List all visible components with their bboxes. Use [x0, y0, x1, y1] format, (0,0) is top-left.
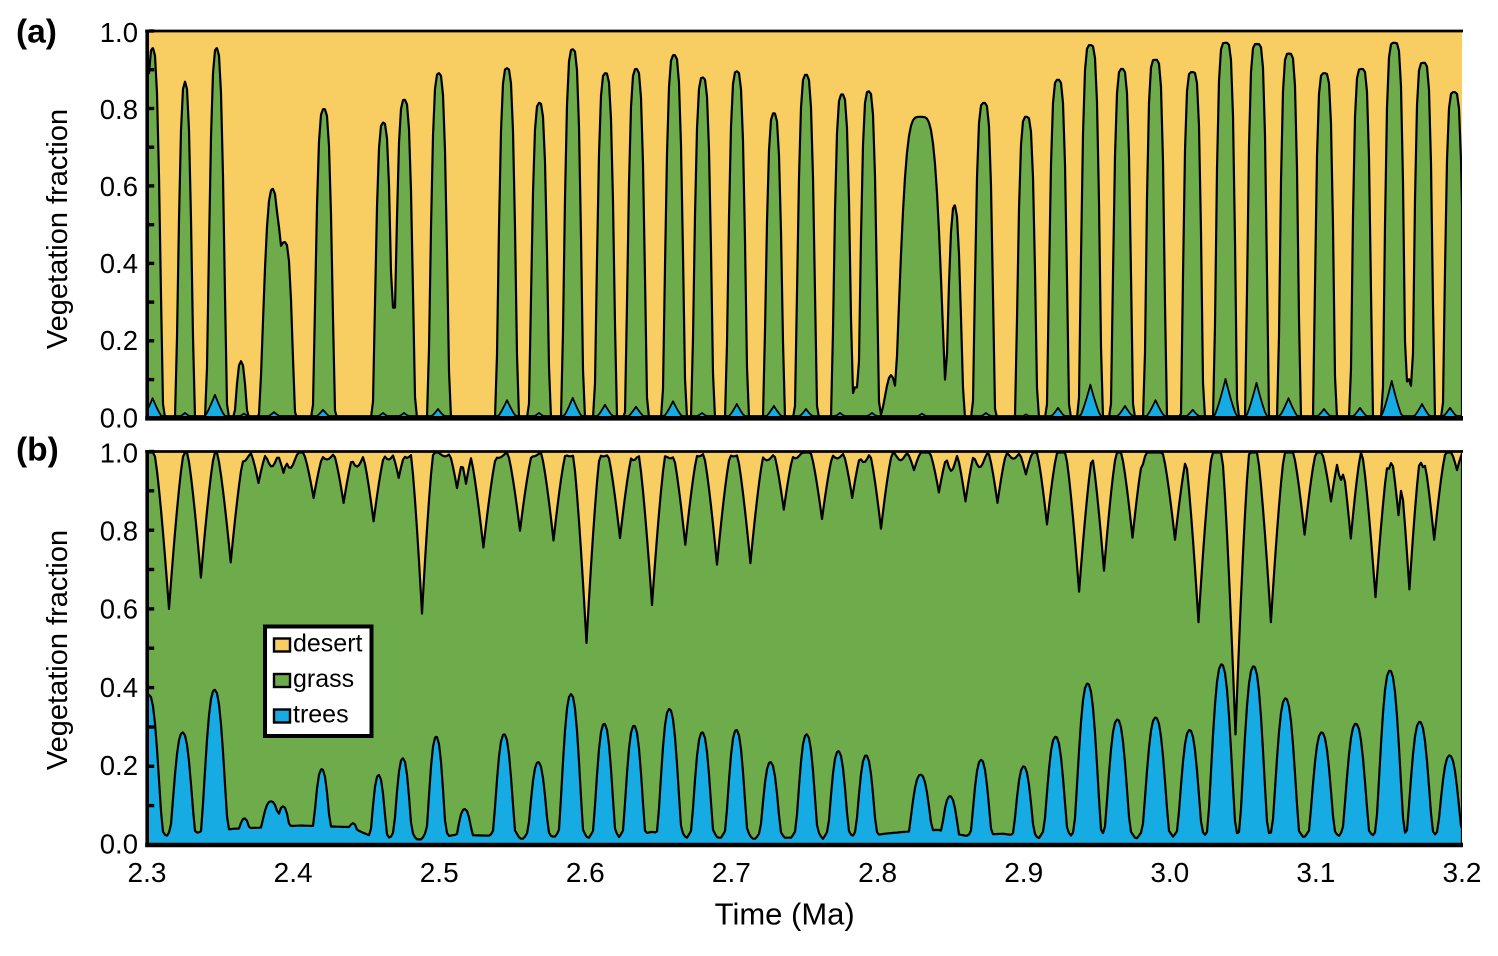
- svg-text:0.2: 0.2: [100, 325, 138, 356]
- svg-text:0.4: 0.4: [100, 248, 138, 279]
- svg-text:2.9: 2.9: [1004, 857, 1043, 888]
- svg-text:3.1: 3.1: [1296, 857, 1335, 888]
- svg-text:(a): (a): [16, 14, 57, 51]
- svg-text:3.2: 3.2: [1443, 857, 1482, 888]
- svg-text:2.7: 2.7: [712, 857, 751, 888]
- svg-text:2.4: 2.4: [274, 857, 313, 888]
- svg-text:2.3: 2.3: [128, 857, 167, 888]
- svg-text:0.2: 0.2: [100, 750, 138, 781]
- svg-text:0.6: 0.6: [100, 594, 138, 625]
- svg-text:desert: desert: [293, 630, 363, 658]
- svg-text:1.0: 1.0: [100, 437, 138, 468]
- svg-text:2.8: 2.8: [858, 857, 897, 888]
- svg-text:1.0: 1.0: [100, 17, 138, 48]
- svg-text:0.6: 0.6: [100, 171, 138, 202]
- svg-text:Vegetation fraction: Vegetation fraction: [42, 530, 74, 770]
- svg-text:grass: grass: [293, 665, 354, 693]
- svg-text:2.6: 2.6: [566, 857, 605, 888]
- svg-text:0.0: 0.0: [100, 828, 138, 859]
- svg-text:(b): (b): [16, 432, 59, 469]
- svg-text:trees: trees: [293, 701, 349, 729]
- svg-text:0.8: 0.8: [100, 94, 138, 125]
- svg-text:3.0: 3.0: [1150, 857, 1189, 888]
- svg-text:0.8: 0.8: [100, 516, 138, 547]
- svg-text:0.0: 0.0: [100, 402, 138, 433]
- svg-text:2.5: 2.5: [420, 857, 459, 888]
- svg-text:0.4: 0.4: [100, 672, 138, 703]
- svg-text:Vegetation fraction: Vegetation fraction: [42, 109, 74, 349]
- svg-text:Time (Ma): Time (Ma): [715, 897, 855, 932]
